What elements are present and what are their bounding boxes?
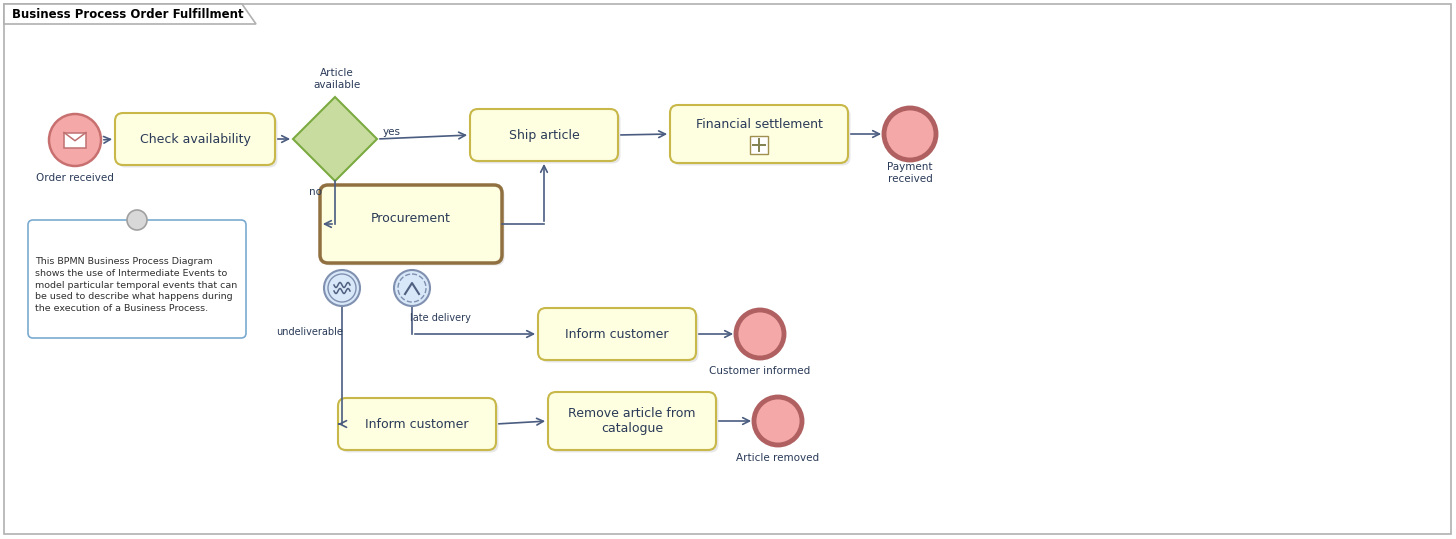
Polygon shape bbox=[4, 4, 256, 24]
Text: Ship article: Ship article bbox=[508, 128, 579, 142]
FancyBboxPatch shape bbox=[670, 105, 847, 163]
Text: Payment
received: Payment received bbox=[887, 162, 933, 184]
Circle shape bbox=[127, 210, 147, 230]
FancyBboxPatch shape bbox=[4, 4, 1452, 534]
Text: Article
available: Article available bbox=[313, 68, 361, 90]
Text: Customer informed: Customer informed bbox=[709, 366, 811, 376]
FancyBboxPatch shape bbox=[539, 308, 696, 360]
Circle shape bbox=[754, 397, 802, 445]
Text: Order received: Order received bbox=[36, 173, 114, 183]
FancyBboxPatch shape bbox=[540, 310, 699, 363]
Circle shape bbox=[50, 114, 100, 166]
FancyBboxPatch shape bbox=[550, 395, 718, 453]
Text: Procurement: Procurement bbox=[371, 211, 451, 225]
FancyBboxPatch shape bbox=[341, 400, 498, 453]
Text: Article removed: Article removed bbox=[737, 453, 820, 463]
Text: Check availability: Check availability bbox=[140, 133, 250, 146]
Text: late delivery: late delivery bbox=[409, 313, 470, 323]
FancyBboxPatch shape bbox=[322, 188, 504, 266]
Circle shape bbox=[325, 270, 360, 306]
FancyBboxPatch shape bbox=[673, 107, 850, 165]
FancyBboxPatch shape bbox=[118, 115, 278, 168]
Text: Remove article from
catalogue: Remove article from catalogue bbox=[568, 407, 696, 435]
FancyBboxPatch shape bbox=[64, 133, 86, 148]
Circle shape bbox=[395, 270, 430, 306]
Text: Inform customer: Inform customer bbox=[365, 418, 469, 431]
FancyBboxPatch shape bbox=[470, 109, 617, 161]
Text: Inform customer: Inform customer bbox=[565, 328, 668, 341]
Text: This BPMN Business Process Diagram
shows the use of Intermediate Events to
model: This BPMN Business Process Diagram shows… bbox=[35, 257, 237, 313]
FancyBboxPatch shape bbox=[473, 112, 620, 163]
FancyBboxPatch shape bbox=[338, 398, 496, 450]
FancyBboxPatch shape bbox=[115, 113, 275, 165]
Circle shape bbox=[735, 310, 783, 358]
Text: yes: yes bbox=[383, 127, 400, 137]
FancyBboxPatch shape bbox=[320, 185, 502, 263]
FancyBboxPatch shape bbox=[547, 392, 716, 450]
Text: undeliverable: undeliverable bbox=[277, 327, 344, 337]
Polygon shape bbox=[293, 97, 377, 181]
Text: no: no bbox=[309, 187, 322, 197]
Text: Business Process Order Fulfillment: Business Process Order Fulfillment bbox=[12, 8, 243, 20]
FancyBboxPatch shape bbox=[750, 136, 767, 154]
FancyBboxPatch shape bbox=[28, 220, 246, 338]
Circle shape bbox=[884, 108, 936, 160]
Text: Financial settlement: Financial settlement bbox=[696, 119, 823, 132]
